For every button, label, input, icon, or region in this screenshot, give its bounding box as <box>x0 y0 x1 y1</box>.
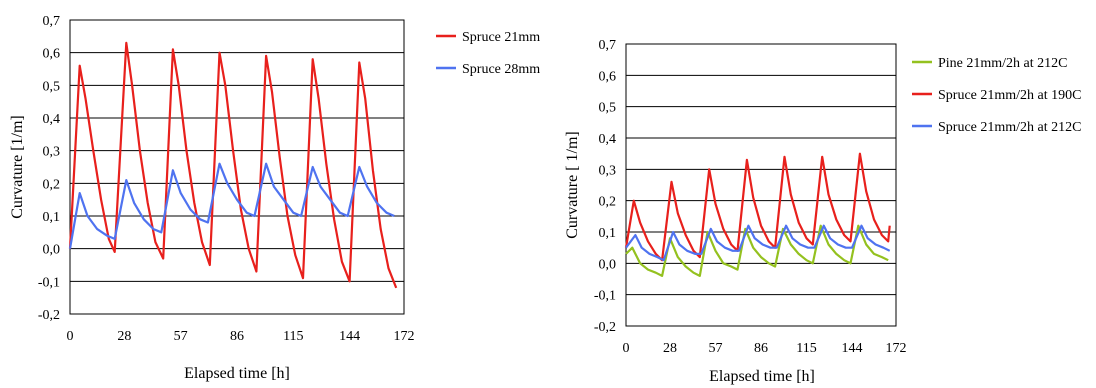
chart-right-ylabel: Curvature [ 1/m] <box>564 131 581 239</box>
chart-right-ytick-label: 0,6 <box>599 69 617 84</box>
chart-left-series <box>68 41 398 289</box>
chart-right-ytick-label: 0,1 <box>599 226 617 241</box>
chart-left-xtick-label: 0 <box>67 329 74 344</box>
chart-right-series-line-2 <box>625 224 891 262</box>
chart-left-ytick-label: -0,1 <box>38 275 60 290</box>
chart-left-ytick-label: 0,2 <box>43 177 61 192</box>
chart-right-ytick-label: -0,2 <box>594 320 616 335</box>
chart-left-ytick-label: 0,0 <box>43 243 61 258</box>
chart-right-ytick-label: 0,2 <box>599 195 617 210</box>
chart-left-xtick-label: 57 <box>174 329 188 344</box>
chart-right-xticks: 0 28 57 86 115 144 172 <box>623 341 907 356</box>
chart-right-plot-frame <box>625 43 897 327</box>
chart-right-xtick-label: 115 <box>796 341 816 356</box>
chart-right-xtick-label: 0 <box>623 341 630 356</box>
chart-left-legend: Spruce 21mm Spruce 28mm <box>436 30 540 77</box>
chart-right-series-line-1 <box>624 152 891 262</box>
chart-left-ytick-label: 0,3 <box>43 145 61 160</box>
chart-right-xtick-label: 28 <box>663 341 677 356</box>
chart-left-ytick-label: -0,2 <box>38 308 60 323</box>
chart-left-xtick-label: 172 <box>394 329 415 344</box>
chart-right-ytick-label: 0,7 <box>599 38 617 53</box>
chart-right-xtick-label: 172 <box>886 341 907 356</box>
chart-right-ytick-label: 0,3 <box>599 163 617 178</box>
chart-right: -0,2 -0,1 0,0 0,1 0,2 0,3 0,4 0,5 0,6 0,7 0 28 57 86… <box>564 38 1082 385</box>
chart-right-legend: Pine 21mm/2h at 212C Spruce 21mm/2h at 19… <box>912 56 1082 135</box>
chart-right-ytick-label: -0,1 <box>594 289 616 304</box>
chart-right-xlabel: Elapsed time [h] <box>709 368 815 385</box>
chart-left-series-line-0 <box>68 41 398 289</box>
chart-right-legend-label-2: Spruce 21mm/2h at 212C <box>938 120 1082 135</box>
chart-left-yticks: -0,2 -0,1 0,0 0,1 0,2 0,3 0,4 0,5 0,6 0,7 <box>38 14 60 323</box>
chart-right-yticks: -0,2 -0,1 0,0 0,1 0,2 0,3 0,4 0,5 0,6 0,7 <box>594 38 616 335</box>
chart-left-legend-label-0: Spruce 21mm <box>462 30 540 45</box>
chart-left-plot-frame <box>69 19 405 315</box>
chart-left-xtick-label: 115 <box>283 329 303 344</box>
chart-left-ytick-label: 0,1 <box>43 210 61 225</box>
chart-left-xtick-label: 86 <box>230 329 244 344</box>
chart-left-ytick-label: 0,4 <box>43 112 61 127</box>
chart-right-xtick-label: 144 <box>842 341 863 356</box>
chart-left-ytick-label: 0,7 <box>43 14 61 29</box>
chart-left-xtick-label: 144 <box>339 329 360 344</box>
chart-left-xtick-label: 28 <box>117 329 131 344</box>
chart-left-ytick-label: 0,6 <box>43 47 61 62</box>
chart-right-legend-label-1: Spruce 21mm/2h at 190C <box>938 88 1082 103</box>
chart-right-series <box>624 152 891 277</box>
chart-right-ytick-label: 0,5 <box>599 101 617 116</box>
chart-right-ytick-label: 0,4 <box>599 132 617 147</box>
chart-left-ytick-label: 0,5 <box>43 79 61 94</box>
chart-left-ylabel: Curvature [1/m] <box>9 115 26 219</box>
chart-right-ytick-label: 0,0 <box>599 257 617 272</box>
chart-right-xtick-label: 86 <box>754 341 768 356</box>
chart-left-series-line-1 <box>68 162 395 249</box>
chart-left-xticks: 0 28 57 86 115 144 172 <box>67 329 415 344</box>
chart-left-legend-label-1: Spruce 28mm <box>462 62 540 77</box>
chart-right-xtick-label: 57 <box>708 341 722 356</box>
chart-left: -0,2 -0,1 0,0 0,1 0,2 0,3 0,4 0,5 0,6 0,7 0 28 57 86… <box>9 14 540 382</box>
chart-left-xlabel: Elapsed time [h] <box>184 365 290 382</box>
chart-right-legend-label-0: Pine 21mm/2h at 212C <box>938 56 1068 71</box>
